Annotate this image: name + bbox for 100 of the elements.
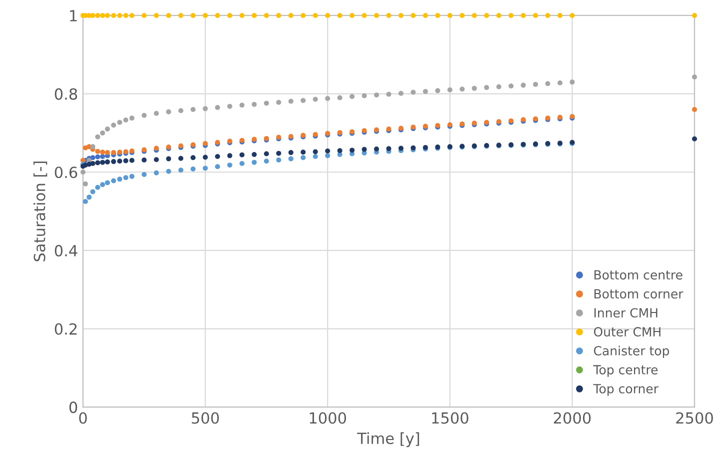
point xyxy=(123,158,128,164)
point xyxy=(82,181,88,186)
point xyxy=(95,154,100,160)
point xyxy=(447,87,452,92)
legend-label: Top centre xyxy=(593,365,658,377)
point xyxy=(264,151,269,156)
point xyxy=(276,150,282,156)
point xyxy=(362,146,367,152)
point xyxy=(276,100,282,105)
point xyxy=(215,105,220,110)
point xyxy=(142,172,147,177)
point xyxy=(386,12,392,18)
legend-label: Bottom centre xyxy=(594,270,682,280)
point xyxy=(166,156,172,162)
point xyxy=(545,81,550,86)
point xyxy=(422,12,428,18)
point xyxy=(692,12,698,18)
point xyxy=(95,160,100,166)
point xyxy=(570,80,575,85)
y-tick-label: 1 xyxy=(70,10,77,22)
point xyxy=(410,12,416,18)
point xyxy=(166,12,172,18)
x-tick-label: 0 xyxy=(79,412,87,424)
point xyxy=(288,156,294,162)
legend-label: Canister top xyxy=(594,346,670,358)
y-axis-title: Saturation [-] xyxy=(33,162,48,262)
point xyxy=(129,12,134,18)
point xyxy=(123,175,128,180)
point xyxy=(496,84,502,90)
x-tick-label: 2000 xyxy=(554,412,591,424)
point xyxy=(398,90,404,96)
point xyxy=(90,144,96,150)
point xyxy=(239,161,244,166)
legend-label: Top corner xyxy=(593,384,659,396)
point xyxy=(496,12,502,18)
point xyxy=(300,155,306,160)
point xyxy=(398,146,404,151)
point xyxy=(692,136,698,142)
point xyxy=(276,157,282,162)
point xyxy=(252,102,257,107)
point xyxy=(202,154,208,160)
point xyxy=(227,153,232,158)
point xyxy=(312,154,318,159)
point xyxy=(215,164,220,170)
point xyxy=(288,12,294,18)
point xyxy=(264,12,269,18)
point xyxy=(104,126,110,132)
point xyxy=(362,12,367,18)
point xyxy=(90,189,96,194)
point xyxy=(90,161,96,166)
point xyxy=(100,150,106,155)
point xyxy=(100,154,106,159)
point xyxy=(142,12,147,18)
point xyxy=(100,130,106,136)
point xyxy=(117,120,122,125)
point xyxy=(154,170,159,176)
point xyxy=(300,98,306,103)
point xyxy=(90,155,96,160)
point xyxy=(202,12,208,18)
point xyxy=(202,166,208,171)
point xyxy=(533,12,538,18)
point xyxy=(142,112,147,118)
point xyxy=(95,134,100,140)
point xyxy=(154,157,159,162)
point xyxy=(227,104,232,109)
point xyxy=(202,106,208,112)
point xyxy=(570,12,575,18)
point xyxy=(337,95,342,100)
point xyxy=(447,12,452,18)
point xyxy=(325,148,330,154)
point xyxy=(154,12,159,18)
point xyxy=(508,12,514,18)
point xyxy=(129,174,134,179)
point xyxy=(117,12,122,18)
point xyxy=(104,12,110,18)
point xyxy=(386,146,392,152)
point xyxy=(178,108,184,114)
point xyxy=(312,96,318,102)
point xyxy=(472,12,477,18)
y-tick-label: 0.2 xyxy=(54,323,77,335)
point xyxy=(95,12,100,18)
point xyxy=(178,156,184,161)
point xyxy=(557,12,562,18)
point xyxy=(123,12,128,18)
point xyxy=(100,160,106,165)
point xyxy=(252,160,257,165)
point xyxy=(533,82,538,87)
point xyxy=(190,12,196,18)
point xyxy=(178,12,184,18)
point xyxy=(557,80,562,86)
x-tick-label: 1000 xyxy=(310,412,346,424)
point xyxy=(520,12,526,18)
point xyxy=(435,88,440,94)
point xyxy=(264,100,269,106)
point xyxy=(80,170,86,175)
point xyxy=(111,12,116,18)
point xyxy=(460,86,465,92)
point xyxy=(111,122,116,128)
point xyxy=(325,96,330,102)
point xyxy=(252,152,257,158)
